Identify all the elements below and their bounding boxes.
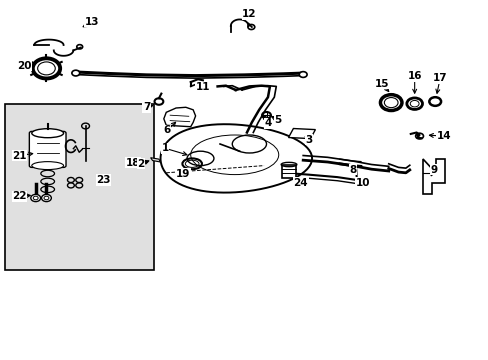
Text: 19: 19 (176, 168, 190, 179)
Text: 7: 7 (142, 102, 150, 112)
Text: 14: 14 (436, 131, 450, 141)
Text: 23: 23 (96, 175, 111, 185)
Bar (282, 165, 295, 178)
Text: 8: 8 (349, 165, 356, 175)
Text: 24: 24 (293, 178, 307, 188)
Text: 15: 15 (374, 78, 389, 89)
Polygon shape (150, 158, 160, 162)
Circle shape (41, 194, 51, 202)
Text: 18: 18 (125, 158, 140, 168)
Text: 17: 17 (432, 73, 447, 84)
Text: 4: 4 (264, 118, 271, 128)
Text: 3: 3 (305, 135, 312, 145)
Text: 12: 12 (242, 9, 256, 19)
Text: 6: 6 (163, 125, 170, 135)
Text: 16: 16 (407, 71, 421, 81)
Text: 20: 20 (17, 60, 32, 71)
Polygon shape (163, 107, 195, 127)
Circle shape (415, 133, 419, 136)
Text: 13: 13 (84, 17, 99, 27)
Text: 21: 21 (12, 150, 27, 161)
Polygon shape (288, 129, 315, 139)
FancyBboxPatch shape (29, 131, 66, 167)
Text: 22: 22 (12, 191, 27, 201)
Ellipse shape (32, 162, 63, 170)
Text: 9: 9 (430, 165, 437, 175)
Polygon shape (422, 159, 444, 194)
Text: 5: 5 (274, 114, 281, 125)
Text: 11: 11 (195, 82, 210, 92)
Circle shape (299, 72, 306, 77)
Text: 10: 10 (355, 178, 369, 188)
Circle shape (72, 70, 80, 76)
Text: 2: 2 (137, 159, 144, 169)
Ellipse shape (32, 129, 63, 138)
Circle shape (31, 194, 41, 202)
Bar (5, 104, 154, 270)
Text: 1: 1 (162, 143, 168, 153)
Polygon shape (160, 124, 311, 193)
